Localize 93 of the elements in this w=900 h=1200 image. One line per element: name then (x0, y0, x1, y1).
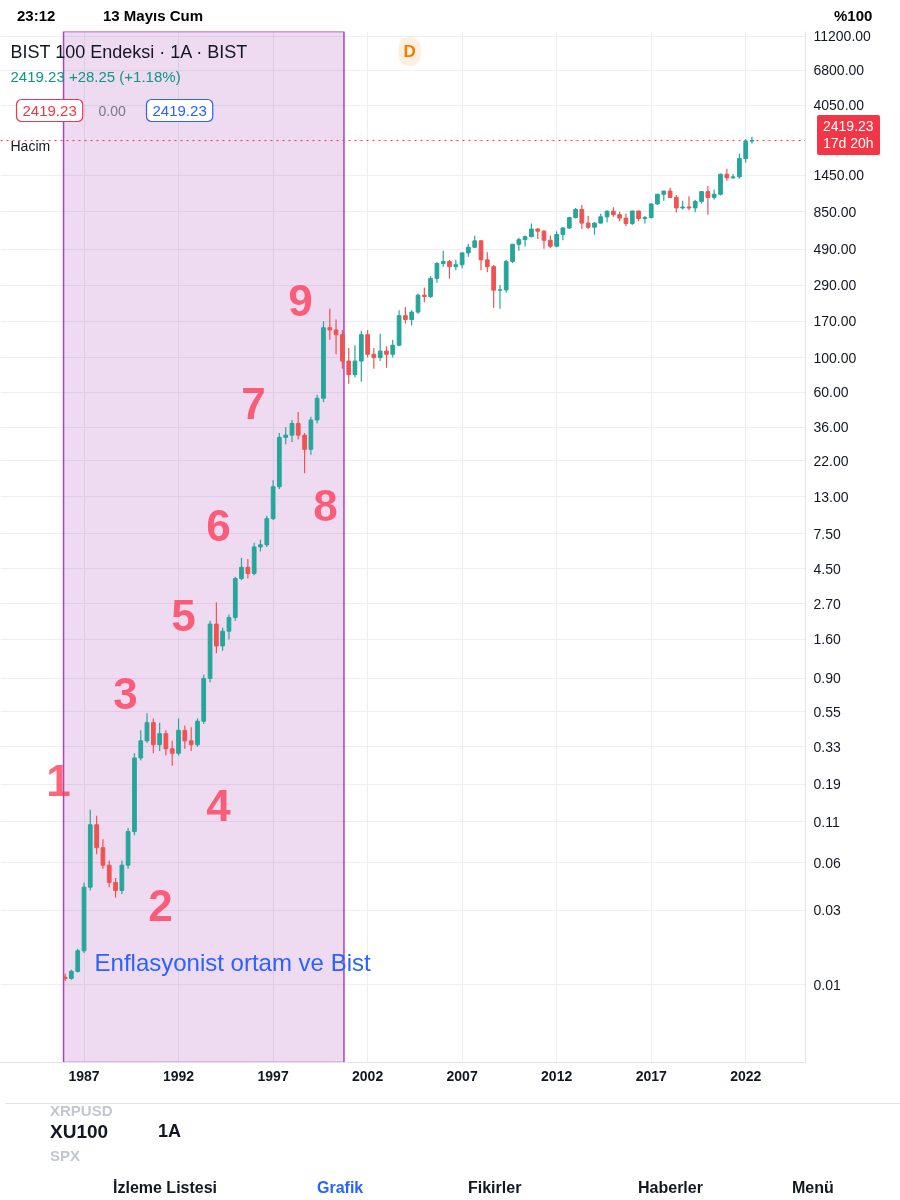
candlestick (182, 725, 188, 750)
y-tick-label: 1.60 (813, 631, 841, 648)
y-tick-label: 0.33 (813, 738, 841, 755)
text: İzleme Listesi (113, 1178, 218, 1197)
candlestick (150, 717, 156, 754)
text: SPX (50, 1147, 81, 1165)
text: XRPUSD (50, 1102, 113, 1120)
candlestick (377, 333, 383, 362)
y-tick-label: 2.70 (813, 595, 841, 612)
candlestick (302, 432, 307, 474)
candlestick (579, 204, 585, 230)
candlestick (497, 284, 503, 310)
candlestick (686, 195, 692, 211)
text: Grafik (317, 1178, 364, 1197)
y-tick-label: 0.55 (813, 703, 841, 720)
y-tick-label: 36.00 (813, 419, 849, 436)
candlestick (157, 722, 163, 752)
candlestick (245, 558, 251, 580)
y-tick-label: 0.03 (813, 902, 841, 919)
annotation: 2419.23 (22, 101, 77, 119)
y-tick-label: 0.01 (813, 976, 841, 993)
y-tick-label: 490.00 (813, 241, 857, 258)
x-tick-label: 1987 (68, 1067, 100, 1084)
candlestick (384, 345, 389, 369)
candlestick (169, 740, 175, 767)
x-tick-label: 2002 (352, 1067, 384, 1084)
candlestick (327, 308, 333, 341)
y-tick-label: 0.90 (813, 670, 841, 687)
y-tick-label: 4.50 (813, 560, 841, 577)
text: 23:12 (17, 7, 56, 25)
candlestick (434, 261, 440, 284)
y-tick-label: 7.50 (813, 526, 841, 542)
annotation: 7 (241, 379, 266, 428)
y-tick-label: 60.00 (813, 384, 849, 401)
x-tick-label: 2017 (635, 1067, 667, 1084)
text: XU100 (50, 1120, 109, 1143)
candlestick (522, 234, 528, 248)
y-tick-label: 13.00 (813, 488, 849, 505)
y-tick-label: 850.00 (813, 203, 857, 220)
annotation: 4 (206, 781, 232, 830)
annotation: Hacim (10, 137, 51, 154)
candlestick (289, 419, 295, 443)
candlestick (176, 717, 181, 757)
y-tick-label: 6800.00 (813, 62, 865, 79)
y-tick-label: 0.11 (813, 813, 840, 830)
candlestick (415, 293, 421, 315)
candlestick (94, 815, 99, 855)
annotation: 3 (113, 669, 138, 718)
candlestick (346, 347, 352, 385)
candlestick (188, 726, 194, 752)
x-tick-label: 2022 (730, 1067, 762, 1084)
annotation: 2419.23 (152, 101, 207, 119)
y-tick-label: 0.19 (813, 776, 841, 793)
annotation: 0.00 (98, 102, 126, 119)
y-tick-label: 170.00 (813, 313, 857, 330)
candlestick (352, 344, 358, 378)
y-tick-label: 290.00 (813, 277, 857, 294)
x-tick-label: 2007 (446, 1067, 478, 1084)
candlestick (705, 185, 711, 216)
candlestick (516, 237, 522, 252)
annotation: 9 (288, 276, 313, 325)
candlestick (220, 626, 225, 652)
text: Fikirler (468, 1178, 522, 1197)
candlestick (730, 173, 736, 180)
y-tick-label: 11200.00 (813, 28, 872, 45)
annotation: 6 (206, 501, 231, 550)
candlestick (226, 613, 232, 640)
y-tick-label: 100.00 (813, 349, 857, 366)
text: %100 (834, 7, 873, 25)
text: Haberler (638, 1178, 703, 1197)
annotation: 8 (313, 481, 338, 530)
annotation: D (403, 42, 416, 61)
candlestick (447, 259, 452, 280)
candlestick (163, 729, 169, 757)
y-tick-label: 1450.00 (813, 167, 865, 184)
text: Menü (792, 1178, 834, 1197)
candlestick (642, 215, 648, 225)
y-tick-label: 0.06 (813, 854, 841, 871)
candlestick (100, 838, 106, 870)
annotation: 5 (171, 591, 196, 640)
x-tick-label: 2012 (541, 1067, 573, 1084)
text: 1A (158, 1120, 182, 1142)
candlestick (428, 275, 433, 299)
annotation: 2 (148, 881, 173, 930)
text: 13 Mayıs Cum (103, 7, 204, 25)
ref-line-label: 2419.23 17d 20h (817, 115, 880, 155)
candlestick (295, 411, 301, 441)
x-tick-label: 1997 (257, 1067, 289, 1084)
x-tick-label: 1992 (162, 1067, 195, 1084)
candlestick (62, 973, 68, 982)
y-tick-label: 4050.00 (813, 97, 865, 114)
candlestick (214, 601, 219, 654)
y-tick-label: 22.00 (813, 452, 849, 469)
